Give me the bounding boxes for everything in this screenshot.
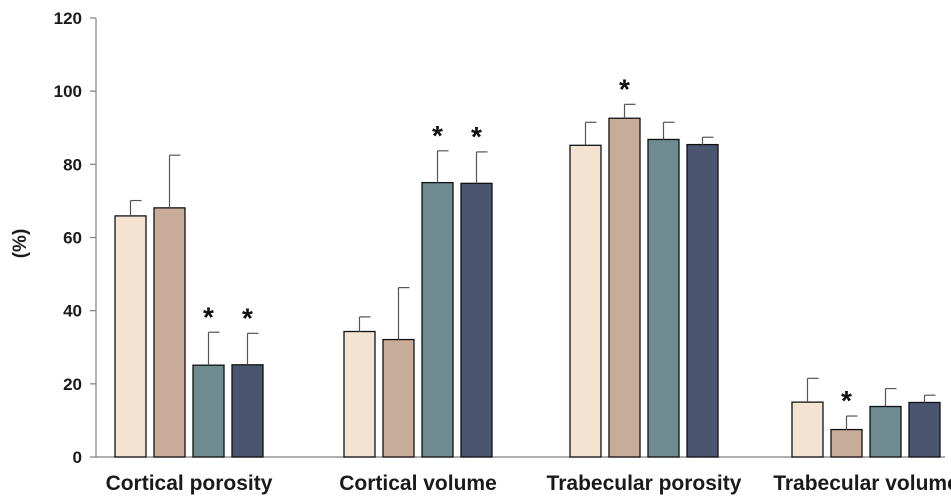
bar-2-4: [460, 182, 493, 458]
category-label-1: Cortical porosity: [106, 472, 273, 495]
y-tick-label-60: 60: [63, 229, 82, 248]
bar-3-1: [569, 144, 602, 458]
error-bars: [129, 103, 936, 430]
category-label-4: Trabecular volume: [773, 472, 951, 495]
significance-mark-3-2: *: [619, 73, 630, 104]
significance-marks: * * * * * *: [203, 73, 852, 416]
bars: [114, 117, 941, 458]
bar-3-3: [647, 138, 680, 458]
y-tick-label-40: 40: [63, 302, 82, 321]
bar-4-2: [830, 428, 863, 458]
y-tick-label-0: 0: [73, 448, 82, 467]
bar-4-1: [791, 401, 824, 458]
bar-4-3: [869, 405, 902, 458]
significance-mark-2-3: *: [432, 120, 443, 151]
bar-3-2: [608, 117, 641, 458]
category-label-2: Cortical volume: [339, 472, 497, 495]
y-tick-label-20: 20: [63, 375, 82, 394]
significance-mark-1-4: *: [242, 302, 253, 333]
bar-1-1: [114, 215, 147, 458]
bar-1-4: [231, 364, 264, 458]
y-tick-label-80: 80: [63, 155, 82, 174]
bar-1-2: [153, 207, 186, 458]
significance-mark-4-2: *: [841, 385, 852, 416]
bar-1-3: [192, 364, 225, 458]
significance-mark-2-4: *: [471, 121, 482, 152]
significance-mark-1-3: *: [203, 301, 214, 332]
bar-2-1: [343, 330, 376, 458]
y-axis-title: (%): [10, 229, 31, 259]
y-tick-label-100: 100: [54, 82, 82, 101]
bar-4-4: [908, 401, 941, 458]
labels: 0 20 40 60 80 100 120 Cortical porosity Cortical…: [54, 9, 951, 495]
y-tick-label-120: 120: [54, 9, 82, 28]
bar-3-4: [686, 143, 719, 458]
bar-2-2: [382, 338, 415, 458]
category-label-3: Trabecular porosity: [547, 472, 742, 495]
bar-2-3: [421, 181, 454, 458]
